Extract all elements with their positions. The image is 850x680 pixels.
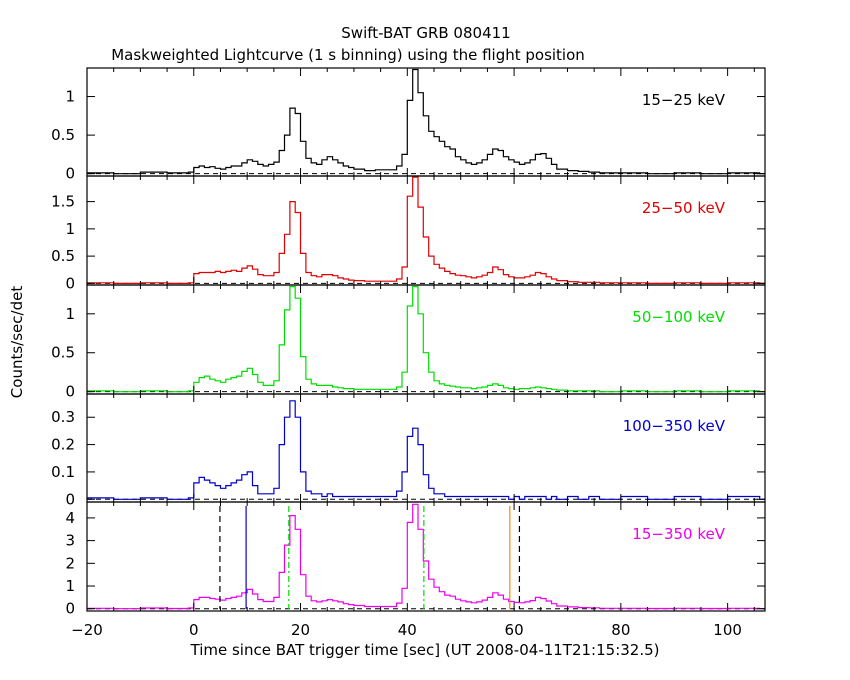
y-tick-label: 0 — [65, 600, 75, 618]
y-tick-label: 0.2 — [51, 436, 75, 454]
series-line — [87, 503, 765, 610]
series-line — [87, 68, 765, 175]
y-tick-label: 0 — [65, 165, 75, 183]
x-tick-label: 0 — [189, 621, 199, 639]
x-tick-label: 40 — [398, 621, 417, 639]
y-tick-label: 1 — [65, 88, 75, 106]
band-label: 25−50 keV — [642, 199, 726, 217]
panel-0: 0 0.5 1 15−25 keV — [51, 67, 766, 183]
y-tick-label: 4 — [65, 509, 75, 527]
x-tick-label: −20 — [71, 621, 103, 639]
x-tick-label: 60 — [505, 621, 524, 639]
y-tick-label: 0 — [65, 490, 75, 508]
band-label: 50−100 keV — [632, 308, 725, 326]
band-label: 15−25 keV — [642, 91, 726, 109]
y-tick-label: 1 — [65, 577, 75, 595]
y-tick-label: 0.5 — [51, 126, 75, 144]
y-tick-label: 2 — [65, 554, 75, 572]
panel-frame — [86, 393, 766, 503]
y-tick-label: 0.3 — [51, 408, 75, 426]
band-label: 15−350 keV — [632, 525, 725, 543]
chart-title: Swift-BAT GRB 080411 — [341, 24, 510, 42]
y-axis-title: Counts/sec/det — [8, 286, 26, 399]
panel-4: 0 1 2 3 4 15−350 keV — [65, 501, 766, 618]
band-label: 100−350 keV — [623, 417, 726, 435]
y-tick-label: 1.5 — [51, 193, 75, 211]
y-tick-label: 0.1 — [51, 463, 75, 481]
panel-frame — [86, 67, 766, 177]
panel-1: 0 0.5 1 1.5 25−50 keV — [51, 175, 766, 292]
x-tick-label: 80 — [611, 621, 630, 639]
y-tick-label: 0 — [65, 383, 75, 401]
series-line — [87, 286, 765, 393]
panel-3: 0 0.1 0.2 0.3 100−350 keV — [51, 393, 766, 508]
series-line — [87, 400, 765, 500]
y-tick-label: 1 — [65, 305, 75, 323]
y-tick-label: 3 — [65, 532, 75, 550]
y-tick-label: 0 — [65, 274, 75, 292]
chart-subtitle: Maskweighted Lightcurve (1 s binning) us… — [111, 46, 585, 64]
panel-2: 0 0.5 1 50−100 keV — [51, 284, 766, 401]
x-tick-label: 100 — [713, 621, 742, 639]
panel-frame — [86, 501, 766, 612]
x-axis-title: Time since BAT trigger time [sec] (UT 20… — [190, 641, 660, 659]
y-tick-label: 0.5 — [51, 247, 75, 265]
panels-group: 0 0.5 1 15−25 keV 0 0.5 1 1.5 25−50 keV 0 0.5 1 50−1… — [51, 67, 766, 639]
panel-frame — [86, 284, 766, 395]
y-tick-label: 1 — [65, 220, 75, 238]
y-tick-label: 0.5 — [51, 344, 75, 362]
x-tick-label: 20 — [291, 621, 310, 639]
series-line — [87, 176, 765, 284]
panel-frame — [86, 175, 766, 286]
